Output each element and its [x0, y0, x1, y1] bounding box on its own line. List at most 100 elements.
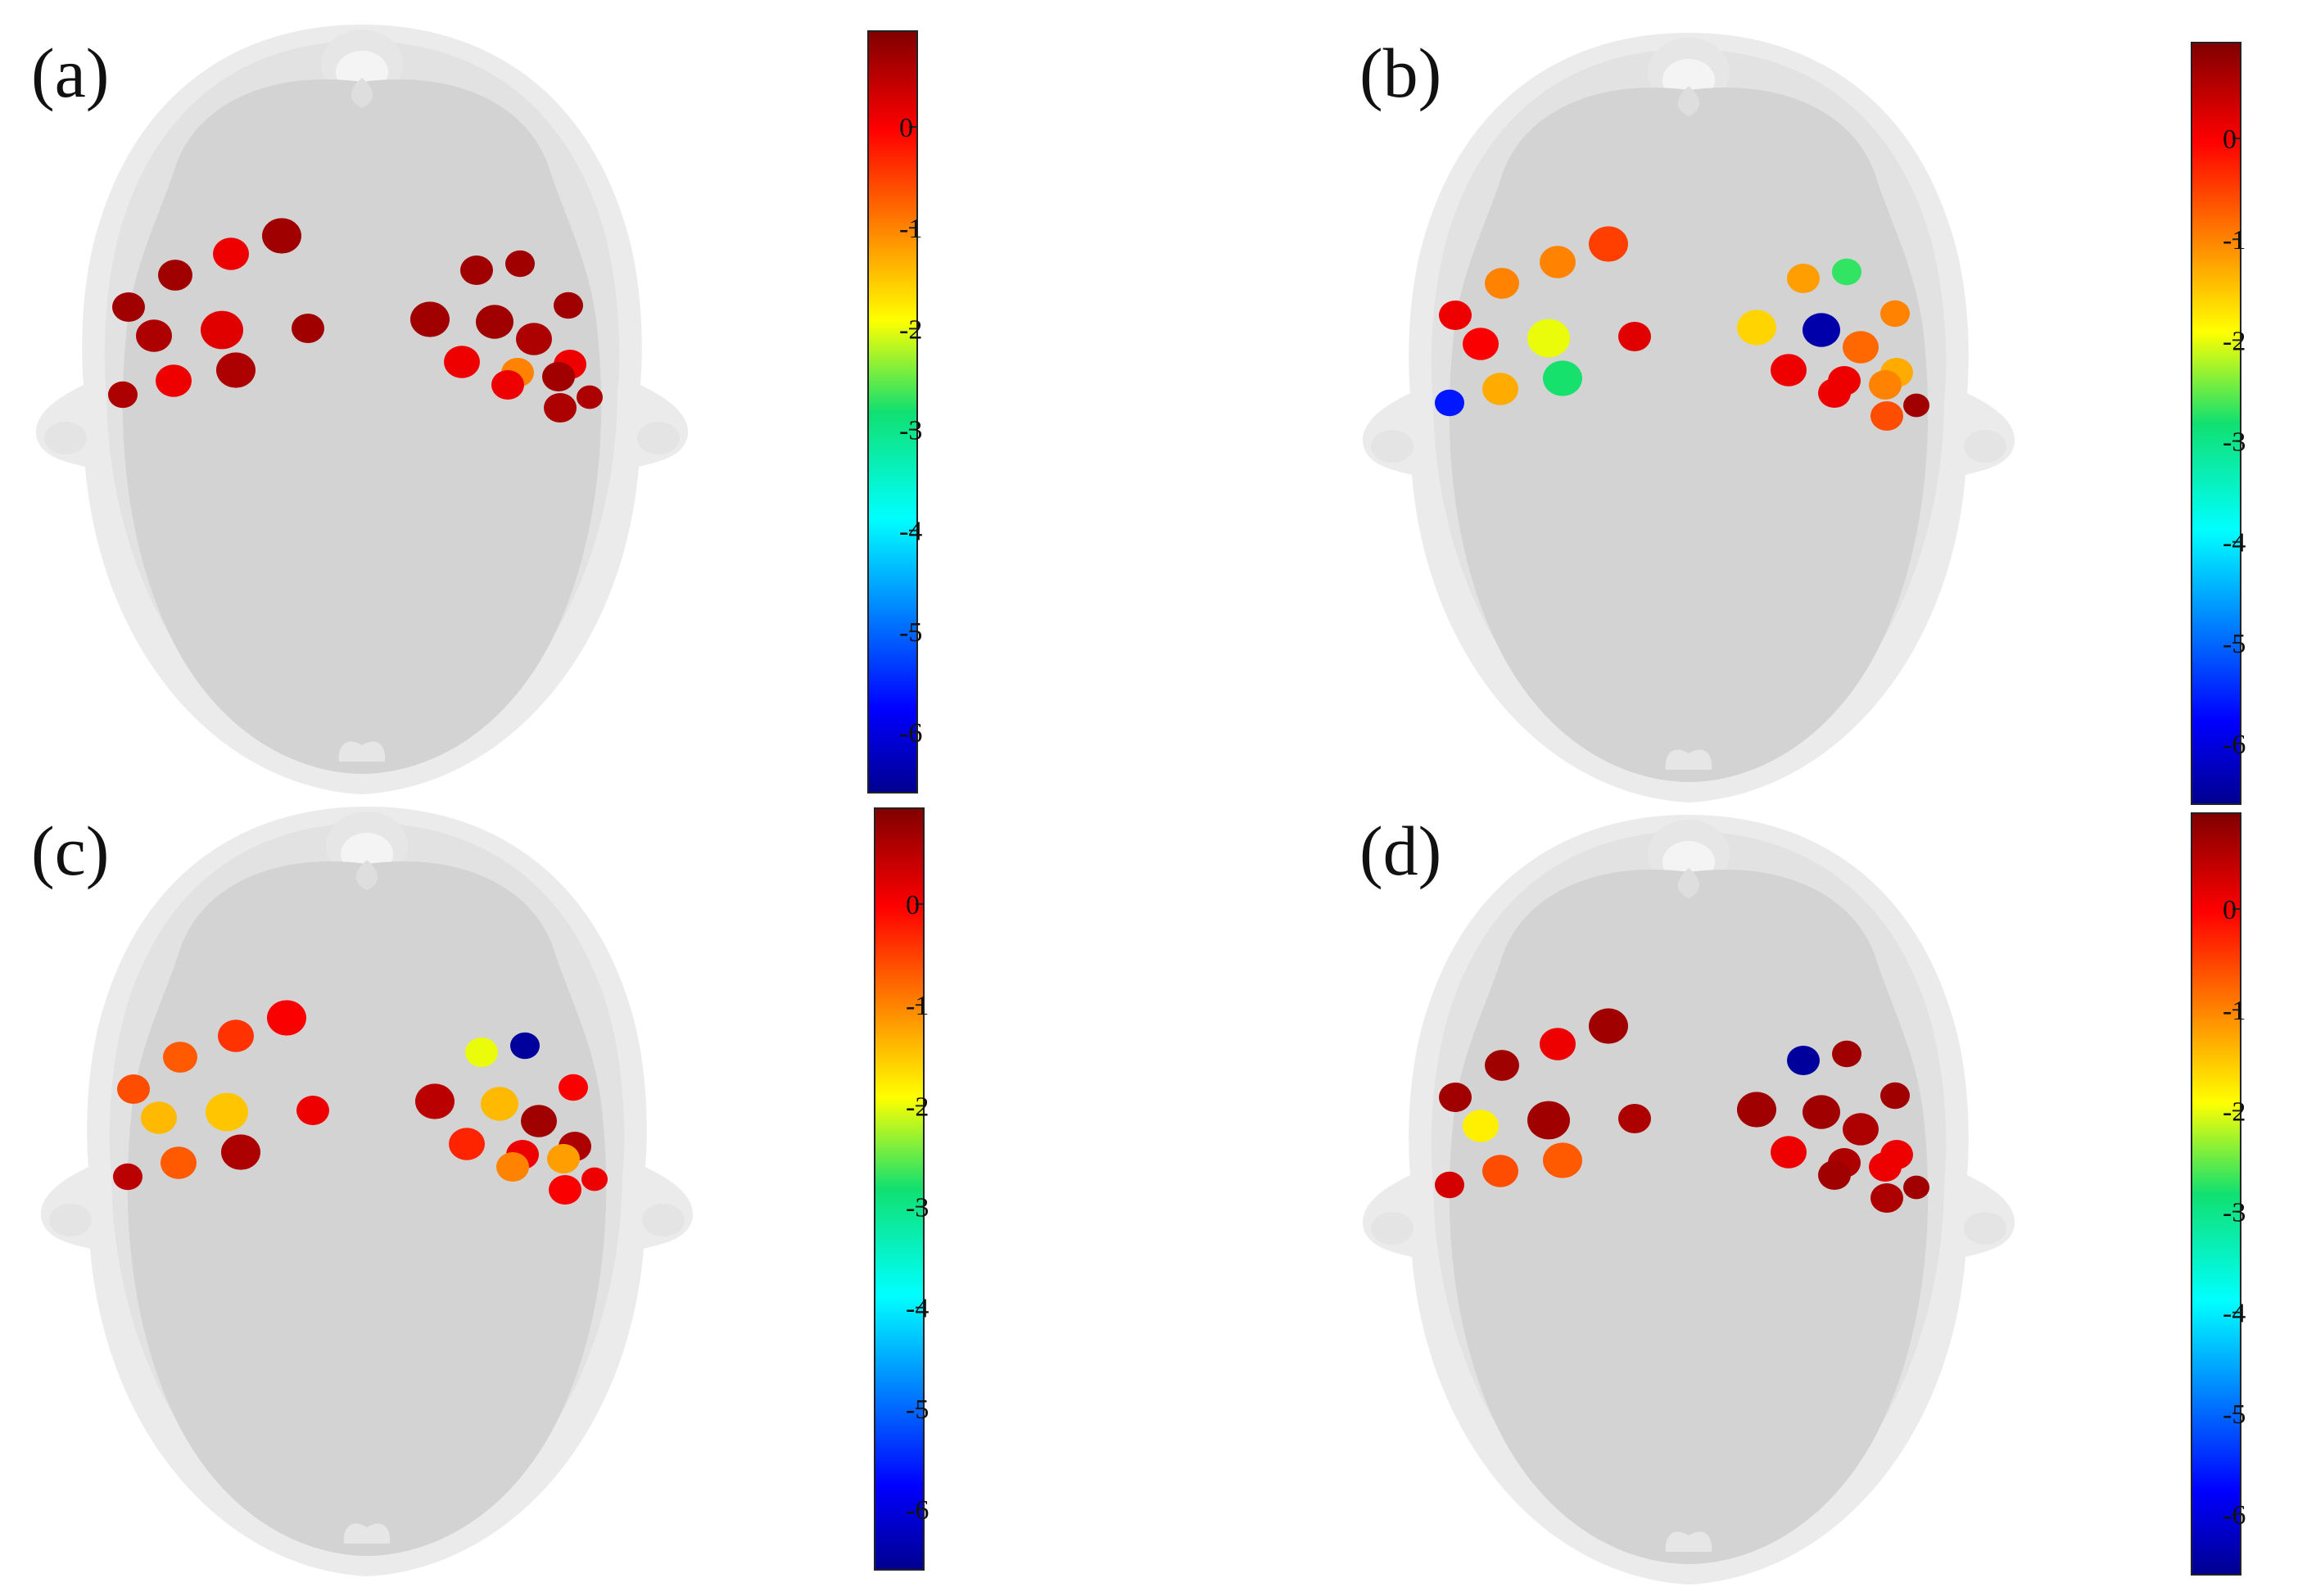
colorbar-tick-label: -3 — [2223, 1198, 2246, 1228]
head-outline — [40, 807, 694, 1576]
head-outline — [1362, 815, 2015, 1585]
panel-c: 0 -1 -2 -3 -4 -5 -6 (c) — [31, 807, 929, 1576]
electrode-spot — [1485, 268, 1519, 299]
electrode-spot — [1589, 1008, 1628, 1044]
electrode-spot — [1869, 370, 1902, 400]
electrode-spot — [1618, 322, 1651, 351]
electrode-spot — [1787, 264, 1820, 293]
electrode-spot — [262, 218, 301, 254]
colorbar-tick-label: -2 — [2223, 326, 2246, 356]
electrode-spot — [559, 1074, 588, 1101]
colorbar-tick-label: -4 — [2223, 1299, 2246, 1329]
electrode-spot — [213, 237, 249, 270]
colorbar-tick-label: -2 — [906, 1092, 929, 1122]
electrode-spot — [1543, 1142, 1582, 1178]
electrode-spot — [216, 352, 256, 388]
electrode-spot — [444, 346, 480, 378]
electrode-spot — [410, 301, 450, 337]
electrode-spot — [1527, 1101, 1570, 1140]
electrode-spot — [1482, 373, 1518, 405]
electrode-spot — [1903, 393, 1929, 418]
colorbar-tick-label: -3 — [899, 416, 922, 446]
electrode-spot — [1818, 1160, 1851, 1190]
electrode-spot — [516, 323, 552, 355]
electrode-spot — [1463, 1110, 1499, 1142]
electrode-spot — [505, 250, 535, 278]
electrode-spot — [1832, 1040, 1861, 1068]
electrode-spot — [141, 1101, 177, 1134]
electrode-spot — [481, 1087, 518, 1121]
colorbar-tick-label: -6 — [2223, 1500, 2246, 1530]
panel-label: (b) — [1359, 34, 1441, 112]
electrode-spot — [1843, 331, 1879, 364]
electrode-spot — [292, 314, 324, 343]
electrode-spot — [108, 381, 138, 409]
electrode-spot — [163, 1042, 197, 1073]
electrode-spot — [1843, 1113, 1879, 1146]
panel-b: 0 -1 -2 -3 -4 -5 -6 (b) — [1359, 33, 2246, 805]
electrode-spot — [296, 1096, 329, 1125]
electrode-spot — [1463, 328, 1499, 360]
electrode-spot — [547, 1144, 580, 1173]
electrode-spot — [542, 362, 575, 391]
electrode-spot — [1880, 300, 1910, 328]
panel-label: (c) — [31, 812, 109, 890]
electrode-spot — [1485, 1050, 1519, 1081]
electrode-spot — [221, 1134, 260, 1170]
colorbar-tick-label: -4 — [899, 517, 922, 547]
colorbar-tick-label: -6 — [899, 718, 922, 748]
colorbar-tick-label: 0 — [2223, 895, 2237, 925]
colorbar — [867, 30, 918, 793]
colorbar-tick-label: -3 — [906, 1193, 929, 1223]
colorbar-tick-label: -4 — [2223, 528, 2246, 558]
colorbar-tick-label: -5 — [2223, 1399, 2246, 1430]
colorbar — [2191, 42, 2241, 805]
electrode-spot — [491, 370, 524, 400]
electrode-spot — [1803, 1095, 1840, 1129]
electrode-spot — [1439, 1083, 1472, 1112]
electrode-spot — [1439, 301, 1472, 330]
colorbar — [2191, 812, 2241, 1576]
colorbar-tick-label: 0 — [2223, 124, 2237, 155]
electrode-spot — [521, 1105, 557, 1137]
panel-d: 0 -1 -2 -3 -4 -5 -6 (d) — [1359, 812, 2246, 1585]
electrode-spot — [554, 292, 583, 319]
electrode-spot — [1803, 313, 1840, 347]
colorbar-tick-label: -2 — [899, 314, 922, 345]
colorbar-tick-label: 0 — [906, 890, 920, 920]
electrode-spot — [1737, 1092, 1776, 1128]
colorbar-tick-label: 0 — [899, 113, 913, 143]
panels-group: 0 -1 -2 -3 -4 -5 -6 (a) 0 -1 -2 -3 -4 -5 -6 (b) 0 -1 -2 -3 -… — [31, 25, 2246, 1585]
electrode-spot — [161, 1146, 197, 1179]
electrode-spot — [1787, 1046, 1820, 1075]
colorbar-tick-label: -5 — [906, 1395, 929, 1425]
electrode-spot — [136, 319, 172, 352]
electrode-spot — [1832, 258, 1861, 286]
electrode-spot — [1903, 1175, 1929, 1200]
electrode-spot — [577, 385, 603, 409]
electrode-spot — [1870, 1183, 1903, 1213]
panel-label: (d) — [1359, 812, 1441, 890]
colorbar — [874, 807, 925, 1571]
colorbar-tick-label: -1 — [2223, 225, 2246, 255]
colorbar-tick-label: -5 — [899, 617, 922, 648]
electrode-spot — [549, 1175, 581, 1205]
electrode-spot — [476, 305, 513, 339]
electrode-spot — [156, 364, 192, 397]
electrode-spot — [510, 1032, 540, 1060]
panel-label: (a) — [31, 34, 109, 112]
electrode-spot — [1435, 1171, 1464, 1199]
electrode-spot — [1618, 1104, 1651, 1133]
electrode-spot — [449, 1128, 485, 1160]
electrode-spot — [1771, 354, 1807, 387]
head-outline — [35, 25, 689, 794]
colorbar-tick-label: -5 — [2223, 629, 2246, 659]
electrode-spot — [1737, 310, 1776, 346]
head-outline — [1362, 33, 2015, 803]
electrode-spot — [1589, 226, 1628, 262]
electrode-spot — [1880, 1082, 1910, 1110]
electrode-spot — [496, 1152, 529, 1182]
electrode-spot — [465, 1038, 498, 1067]
colorbar-tick-label: -3 — [2223, 427, 2246, 458]
